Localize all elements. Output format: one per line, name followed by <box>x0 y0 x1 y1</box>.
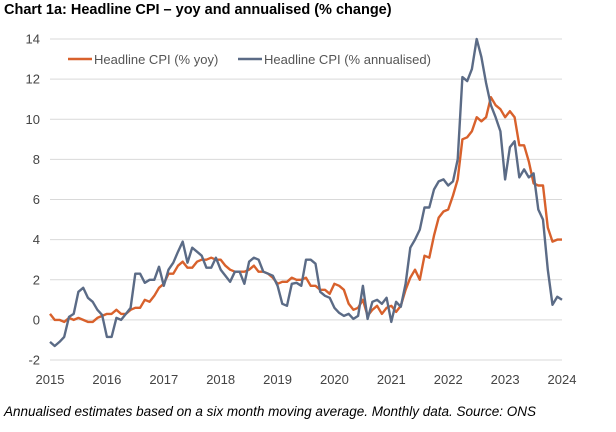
x-tick-label: 2015 <box>36 372 65 387</box>
x-tick-label: 2016 <box>92 372 121 387</box>
x-tick-label: 2020 <box>320 372 349 387</box>
series-line-annualised <box>49 37 563 348</box>
legend-label: Headline CPI (% annualised) <box>264 52 431 67</box>
y-tick-label: 0 <box>33 312 40 327</box>
legend-label: Headline CPI (% yoy) <box>94 52 218 67</box>
y-tick-label: -2 <box>28 353 40 368</box>
x-tick-label: 2022 <box>434 372 463 387</box>
x-tick-label: 2023 <box>491 372 520 387</box>
y-tick-label: 12 <box>26 72 40 87</box>
y-tick-label: 2 <box>33 272 40 287</box>
x-tick-label: 2018 <box>206 372 235 387</box>
series-line-yoy <box>49 96 562 324</box>
y-tick-label: 4 <box>33 232 40 247</box>
x-tick-label: 2024 <box>548 372 577 387</box>
x-tick-label: 2021 <box>377 372 406 387</box>
x-tick-label: 2019 <box>263 372 292 387</box>
y-tick-label: 8 <box>33 152 40 167</box>
y-tick-label: 14 <box>26 32 40 47</box>
chart-caption: Annualised estimates based on a six mont… <box>4 404 537 419</box>
x-tick-label: 2017 <box>149 372 178 387</box>
chart-title: Chart 1a: Headline CPI – yoy and annuali… <box>4 2 392 18</box>
y-tick-label: 10 <box>26 112 40 127</box>
y-tick-label: 6 <box>33 192 40 207</box>
